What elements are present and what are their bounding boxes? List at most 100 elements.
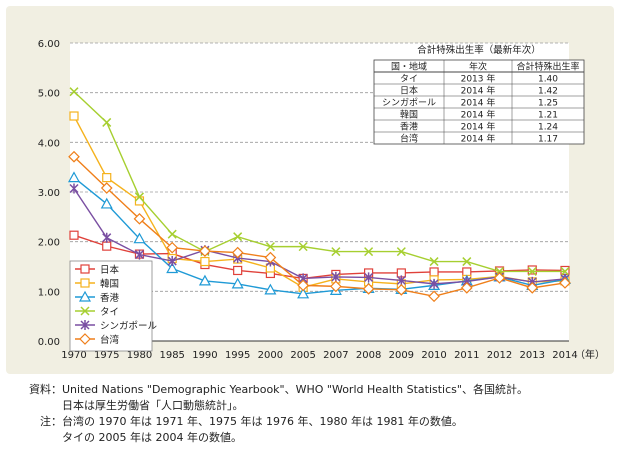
- marker-x: [69, 87, 79, 97]
- marker-diamond: [231, 246, 244, 259]
- x-tick-label: 2007: [323, 350, 348, 361]
- marker-diamond: [264, 251, 277, 264]
- marker-diamond: [133, 212, 146, 225]
- y-tick-label: 4.00: [38, 138, 60, 149]
- marker-x: [265, 242, 275, 252]
- marker-star: [102, 232, 112, 243]
- marker-triangle: [78, 290, 92, 302]
- marker-triangle: [264, 283, 277, 295]
- inset-table-cell: 2014 年: [461, 133, 496, 145]
- x-tick-label: 1985: [159, 350, 184, 361]
- inset-table-cell: 2014 年: [461, 97, 496, 109]
- marker-triangle: [67, 171, 81, 183]
- x-axis-unit: （年）: [575, 348, 605, 361]
- x-tick-label: 2010: [421, 350, 446, 361]
- x-tick-label: 2011: [454, 350, 479, 361]
- marker-triangle: [166, 262, 179, 274]
- source-line: United Nations "Demographic Yearbook"、WH…: [62, 383, 528, 396]
- inset-table-cell: 1.21: [538, 111, 558, 121]
- x-tick-label: 2013: [520, 350, 545, 361]
- inset-table-cell: 2013 年: [461, 73, 496, 85]
- x-tick-label: 1990: [192, 350, 217, 361]
- marker-star: [429, 278, 439, 289]
- marker-diamond: [330, 280, 342, 293]
- marker-x: [80, 306, 90, 316]
- marker-x: [560, 266, 570, 276]
- inset-table-cell: 日本: [400, 85, 418, 97]
- inset-table-cell: 2014 年: [461, 109, 496, 121]
- y-tick-label: 6.00: [38, 39, 60, 50]
- inset-table-cell: 1.42: [538, 87, 558, 97]
- y-tick-label: 5.00: [38, 89, 60, 100]
- legend-label: 台湾: [100, 334, 120, 346]
- marker-star: [331, 271, 341, 282]
- inset-table-header: 合計特殊出生率: [516, 61, 579, 73]
- note-line: タイの 2005 年は 2004 年の数値。: [62, 431, 242, 444]
- marker-x: [527, 266, 537, 276]
- marker-diamond: [166, 241, 179, 254]
- inset-table-header: 国・地域: [391, 61, 427, 73]
- y-tick-label: 2.00: [38, 238, 60, 249]
- marker-star: [134, 249, 144, 260]
- inset-table-cell: 1.25: [538, 99, 558, 109]
- marker-star: [396, 275, 406, 286]
- marker-diamond: [362, 283, 375, 295]
- marker-triangle: [297, 287, 310, 299]
- x-tick-label: 2000: [258, 350, 283, 361]
- inset-table-cell: 2014 年: [461, 121, 496, 133]
- marker-diamond: [100, 182, 113, 194]
- notes: 資料： United Nations "Demographic Yearbook…: [22, 382, 612, 446]
- inset-table-cell: シンガポール: [382, 98, 436, 109]
- fertility-rate-chart: 0.00 1.00 2.00 3.00 4.00 5.00 6.00 1970 1975 1980…: [38, 39, 605, 361]
- source-key: 資料：: [29, 383, 62, 396]
- x-tick-label: 2008: [356, 350, 381, 361]
- marker-triangle: [198, 274, 211, 286]
- marker-diamond: [297, 279, 309, 292]
- marker-x: [233, 232, 243, 242]
- x-tick-label: 1970: [61, 350, 86, 361]
- inset-table-cell: 1.40: [538, 75, 558, 85]
- marker-square: [80, 278, 90, 288]
- x-tick-label: 1995: [225, 350, 250, 361]
- marker-diamond: [199, 245, 211, 257]
- marker-square: [429, 267, 439, 277]
- marker-diamond: [526, 282, 539, 294]
- x-tick-label: 1975: [94, 350, 119, 361]
- inset-table-cell: タイ: [400, 74, 418, 85]
- marker-x: [134, 192, 144, 202]
- series-台湾: [68, 150, 571, 303]
- inset-table-cell: 台湾: [400, 133, 418, 145]
- y-tick-label: 1.00: [38, 287, 60, 298]
- legend-label: 日本: [100, 264, 120, 276]
- inset-table-cell: 2014 年: [461, 85, 496, 97]
- note-key: 注：: [40, 415, 62, 428]
- legend-label: タイ: [100, 307, 119, 318]
- x-tick-label: 2009: [389, 350, 414, 361]
- marker-diamond: [559, 277, 571, 289]
- marker-diamond: [460, 282, 473, 294]
- x-tick-label: 1980: [127, 350, 152, 361]
- marker-square: [102, 172, 112, 183]
- marker-square: [102, 241, 112, 251]
- marker-x: [429, 257, 439, 267]
- x-tick-label: 2012: [487, 350, 512, 361]
- footnote: 注： 台湾の 1970 年は 1971 年、1975 年は 1976 年、198…: [22, 414, 612, 446]
- marker-star: [80, 320, 90, 330]
- marker-square: [233, 265, 243, 276]
- marker-square: [200, 256, 210, 267]
- note-line: 台湾の 1970 年は 1971 年、1975 年は 1976 年、1980 年…: [62, 415, 463, 428]
- marker-star: [364, 272, 374, 283]
- marker-star: [69, 183, 79, 194]
- marker-diamond: [428, 290, 440, 303]
- legend-label: 韓国: [100, 279, 119, 290]
- inset-table-cell: 香港: [400, 121, 418, 133]
- marker-square: [80, 264, 90, 274]
- series-line: [73, 188, 566, 285]
- inset-table-cell: 1.17: [538, 135, 558, 145]
- inset-table-header: 年次: [469, 61, 487, 73]
- marker-star: [167, 256, 177, 267]
- marker-square: [527, 265, 537, 275]
- x-tick-label: 2014: [552, 350, 577, 361]
- series-line: [73, 91, 565, 273]
